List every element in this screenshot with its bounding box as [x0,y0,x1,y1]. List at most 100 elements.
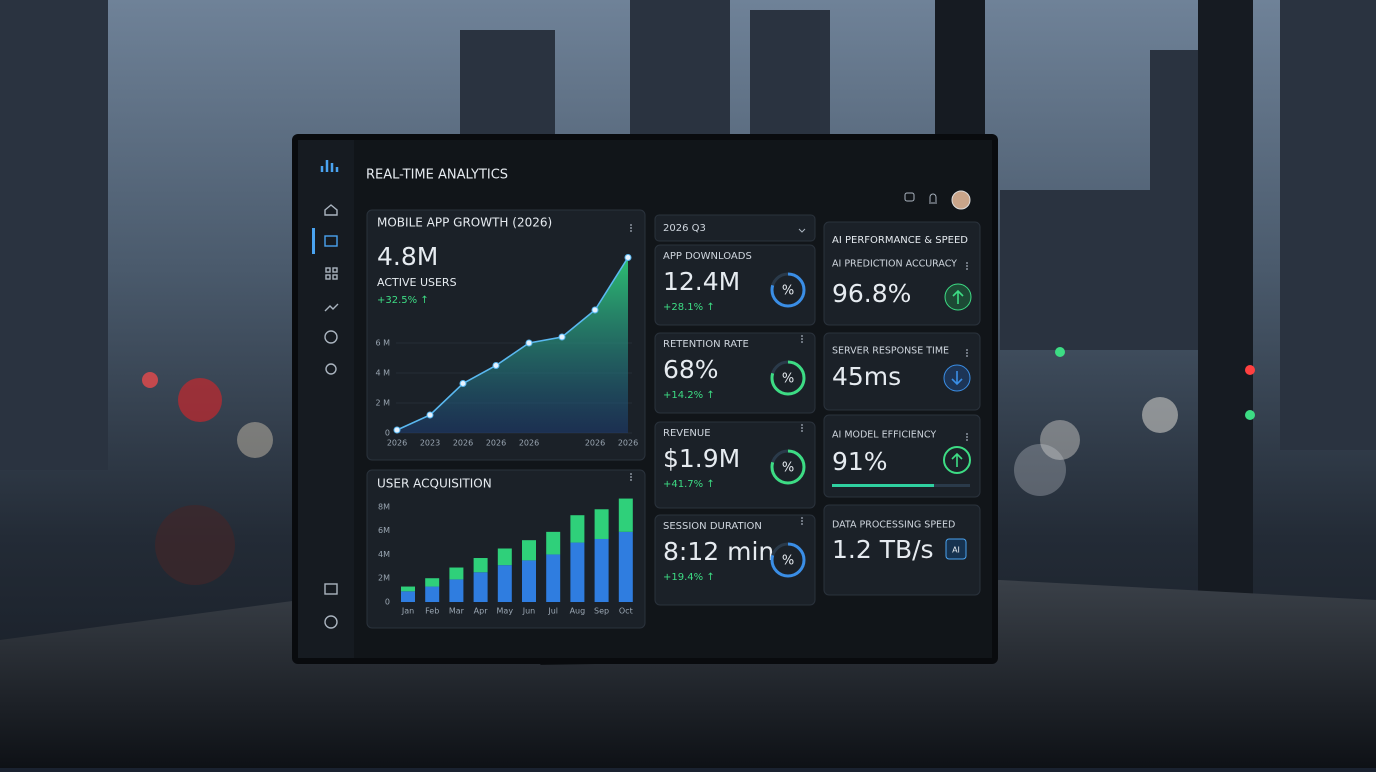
bar [522,540,536,561]
chart-title: USER ACQUISITION [377,477,492,491]
bar [546,531,561,555]
gauge-symbol: % [782,372,794,387]
area [397,257,628,433]
chip [945,538,967,560]
x-tick-label: Jan [401,607,414,616]
bar [449,567,464,580]
x-tick-label: 2026 [618,439,638,448]
x-tick-label: Mar [449,607,465,616]
x-tick-label: 2026 [453,439,473,448]
y-tick-label: 8M [378,502,390,511]
y-tick-label: 4M [378,550,390,559]
kpi-value: 68% [663,355,719,384]
gauge-symbol: % [782,284,794,299]
period: 2026 Q3 [663,223,706,234]
bar [449,579,464,602]
x-tick-label: Aug [570,607,586,616]
top-icons [904,190,971,210]
menu-dot [801,335,803,337]
bar [401,586,415,592]
menu-dot [801,430,803,432]
menu-dot [630,479,632,481]
y-tick-label: 6 M [375,339,390,348]
bar [473,572,488,602]
ai-metric-label: SERVER RESPONSE TIME [832,346,949,357]
kpi-change: +19.4% ↑ [663,572,715,583]
bar [546,554,561,602]
point [558,333,566,341]
point [624,254,632,261]
menu-dot [801,424,803,426]
kpi-value: $1.9M [663,444,740,473]
kpi-label: APP DOWNLOADS [663,251,752,262]
nav-indicator [312,228,315,254]
metric-value: 4.8M [377,242,438,271]
line [396,257,629,431]
bar [401,591,415,602]
menu-dot [630,473,632,475]
y-tick-label: 2M [378,574,390,583]
x-tick-label: Feb [425,607,439,616]
menu-dot [966,439,968,441]
gauge-arc [770,272,806,308]
x-tick-label: Apr [474,607,489,616]
menu-dot [966,349,968,351]
point [525,339,533,347]
y-tick-label: 4 M [375,369,390,378]
bar [425,586,440,602]
bar [594,509,609,539]
gauge-arc [770,449,806,485]
menu-dot [630,230,632,232]
ai-metric-label: DATA PROCESSING SPEED [832,520,955,531]
ai-metric-label: AI MODEL EFFICIENCY [832,430,936,441]
metric-change: +32.5% ↑ [377,295,429,306]
x-tick-label: Sep [594,607,609,616]
bar [497,565,512,602]
x-tick-label: 2026 [387,439,407,448]
sidebar [298,140,354,658]
bar [425,578,440,587]
kpi-value: 8:12 min [663,537,774,566]
point [459,380,467,387]
bar [522,560,536,602]
icon-efficiency [943,446,971,474]
x-tick-label: 2026 [519,439,539,448]
sidebar-icons [320,160,339,629]
metric-label: ACTIVE USERS [377,276,457,289]
ai-metric-value: 1.2 TB/s [832,535,934,564]
chart-title: MOBILE APP GROWTH (2026) [377,216,552,230]
y-tick-label: 6M [378,526,390,535]
gauge-symbol: % [782,554,794,569]
ai-title: AI PERFORMANCE & SPEED [832,235,968,246]
y-tick-label: 0 [385,598,390,607]
kpi-change: +28.1% ↑ [663,302,715,313]
menu-dot [966,265,968,267]
menu-dot [966,262,968,264]
menu-dot [630,227,632,229]
ai-metric-value: 91% [832,447,888,476]
x-tick-label: Jun [522,607,536,616]
bar [497,548,512,566]
progress-bar [832,484,934,487]
ai-metric-label: AI PREDICTION ACCURACY [832,259,957,270]
kpi-label: REVENUE [663,428,711,439]
bar [570,515,585,543]
menu-dot [801,517,803,519]
x-tick-label: 2026 [585,439,605,448]
menu-dot [801,520,803,522]
point [393,426,401,434]
menu-dot [966,355,968,357]
point [426,411,434,419]
bar [594,538,609,602]
menu-dot [630,224,632,226]
menu-dot [801,523,803,525]
bar [618,498,633,532]
point [492,362,500,369]
menu-dot [966,268,968,270]
kpi-value: 12.4M [663,267,740,296]
bar [570,542,585,602]
ai-metric-value: 96.8% [832,279,911,308]
bar [618,531,633,602]
